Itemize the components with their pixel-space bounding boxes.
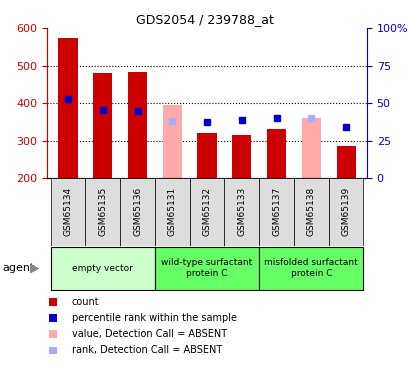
Text: GSM65133: GSM65133 [237,187,246,237]
Text: rank, Detection Call = ABSENT: rank, Detection Call = ABSENT [72,345,221,355]
Bar [85,178,120,246]
Bar [301,118,320,178]
Bar [120,178,155,246]
Bar [155,246,258,290]
Text: percentile rank within the sample: percentile rank within the sample [72,313,236,323]
Bar [162,105,182,178]
Text: GSM65131: GSM65131 [167,187,176,237]
Bar [293,178,328,246]
Text: GSM65134: GSM65134 [63,188,72,237]
Text: GSM65139: GSM65139 [341,187,350,237]
Bar [128,72,147,178]
Text: agent: agent [2,263,34,273]
Text: ▶: ▶ [30,262,39,274]
Bar [258,246,363,290]
Bar [93,73,112,178]
Bar [189,178,224,246]
Bar [224,178,258,246]
Bar [258,178,293,246]
Text: GSM65132: GSM65132 [202,188,211,237]
Bar [155,178,189,246]
Text: wild-type surfactant
protein C: wild-type surfactant protein C [161,258,252,278]
Text: misfolded surfactant
protein C: misfolded surfactant protein C [264,258,357,278]
Text: GSM65137: GSM65137 [272,187,281,237]
Bar [50,246,155,290]
Text: count: count [72,297,99,307]
Bar [231,135,251,178]
Bar [50,178,85,246]
Text: empty vector: empty vector [72,264,133,273]
Bar [197,133,216,178]
Text: GSM65138: GSM65138 [306,187,315,237]
Text: GSM65135: GSM65135 [98,187,107,237]
Bar [58,38,77,178]
Bar [336,146,355,178]
Bar [266,129,285,178]
Bar [328,178,363,246]
Text: GDS2054 / 239788_at: GDS2054 / 239788_at [136,13,273,26]
Text: value, Detection Call = ABSENT: value, Detection Call = ABSENT [72,329,226,339]
Text: GSM65136: GSM65136 [133,187,142,237]
